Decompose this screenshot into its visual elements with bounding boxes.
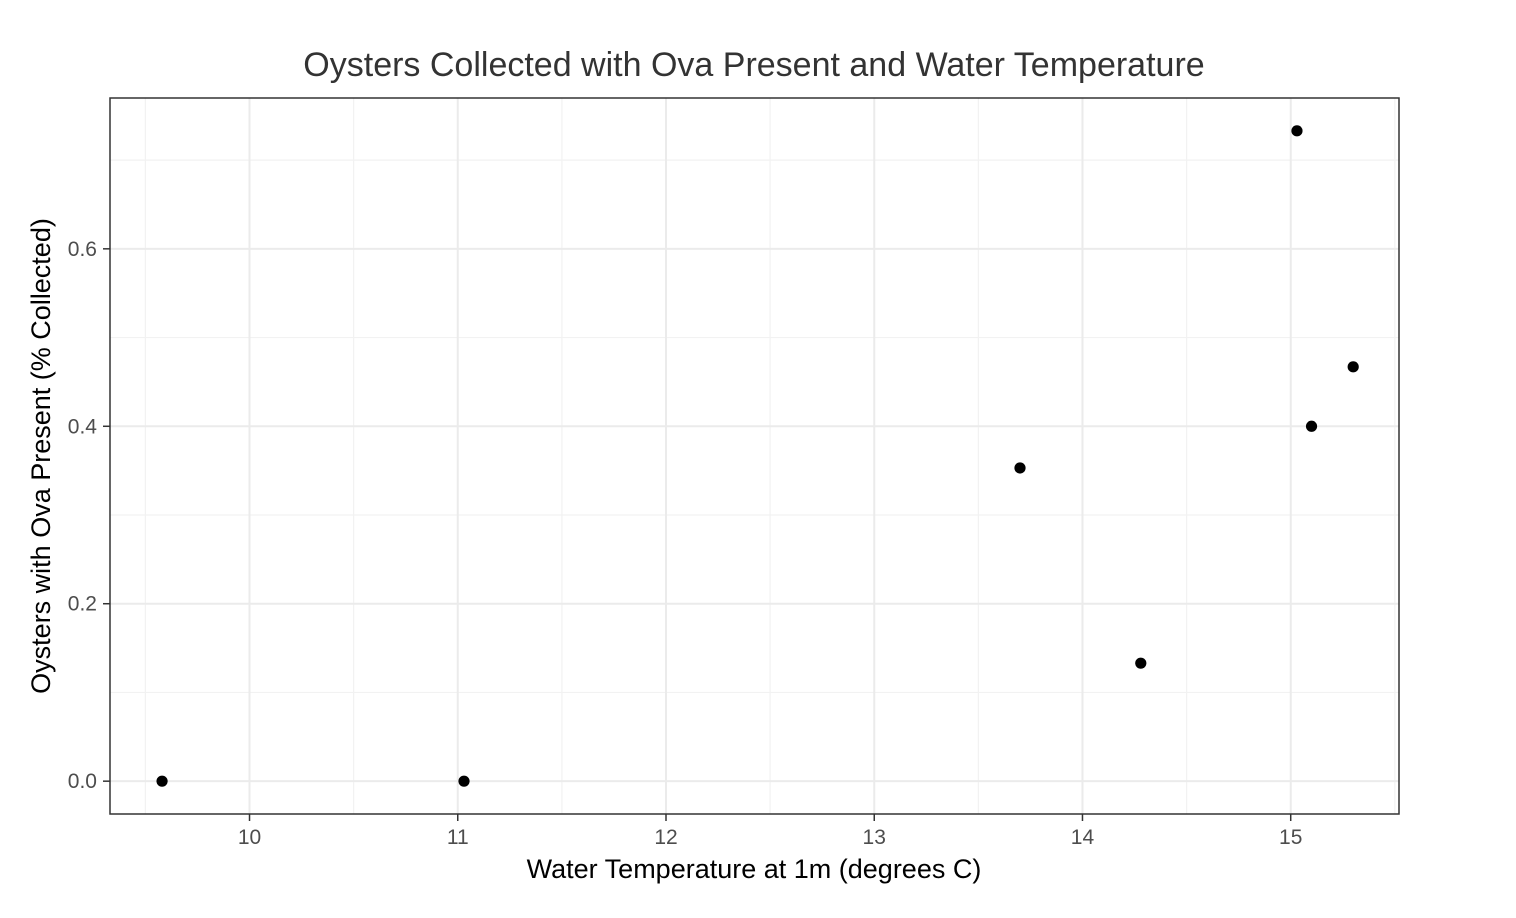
data-points xyxy=(156,125,1359,787)
y-tick-label: 0.2 xyxy=(68,593,97,616)
y-axis: 0.0 0.2 0.4 0.6 xyxy=(68,238,110,793)
panel-background xyxy=(110,98,1399,814)
chart-title: Oysters Collected with Ova Present and W… xyxy=(303,46,1204,84)
scatter-point xyxy=(1291,125,1303,137)
y-tick-label: 0.0 xyxy=(68,770,97,793)
x-tick-label: 13 xyxy=(863,826,886,849)
x-axis-title: Water Temperature at 1m (degrees C) xyxy=(527,854,982,884)
scatter-point xyxy=(1135,657,1147,669)
panel-border xyxy=(109,97,1400,815)
x-tick-label: 14 xyxy=(1071,826,1095,849)
scatter-point xyxy=(458,775,470,787)
x-tick-label: 11 xyxy=(447,826,469,849)
y-axis-title: Oysters with Ova Present (% Collected) xyxy=(26,218,56,694)
y-tick-label: 0.6 xyxy=(68,238,97,261)
x-tick-label: 12 xyxy=(654,826,677,849)
x-tick-label: 15 xyxy=(1279,826,1302,849)
y-tick-label: 0.4 xyxy=(68,415,98,438)
scatter-point xyxy=(1305,420,1318,432)
x-tick-label: 10 xyxy=(238,826,261,849)
major-gridlines xyxy=(110,98,1399,814)
minor-gridlines xyxy=(110,98,1399,814)
x-axis: 10 11 12 13 14 15 xyxy=(238,814,1302,849)
scatter-point xyxy=(1014,462,1026,474)
plot-panel xyxy=(109,97,1400,815)
scatter-point xyxy=(156,775,168,787)
scatter-point xyxy=(1347,361,1359,373)
